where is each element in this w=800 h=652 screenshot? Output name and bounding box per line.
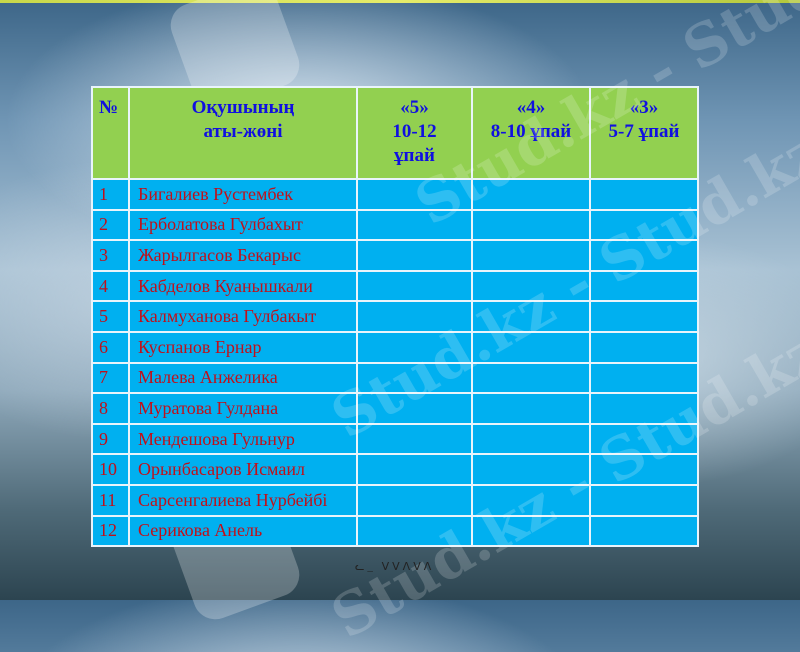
grade-3-cell bbox=[589, 269, 699, 303]
grade-5-cell bbox=[356, 208, 473, 242]
table-row: 5 Калмуханова Гулбакыт bbox=[91, 300, 699, 333]
grade-5-cell bbox=[356, 361, 473, 395]
student-name: Ерболатова Гулбахыт bbox=[128, 208, 358, 242]
student-name: Бигалиев Рустембек bbox=[128, 178, 358, 211]
grade-4-cell bbox=[471, 483, 591, 517]
grade-5-cell bbox=[356, 514, 473, 548]
grade-4-cell bbox=[471, 208, 591, 242]
row-number: 4 bbox=[91, 269, 130, 303]
grade-3-cell bbox=[589, 453, 699, 486]
header-student-name: Оқушының аты-жөні bbox=[128, 86, 358, 180]
student-name: Малева Анжелика bbox=[128, 361, 358, 395]
grade-5-cell bbox=[356, 239, 473, 272]
grade-5-cell bbox=[356, 300, 473, 333]
row-number: 8 bbox=[91, 392, 130, 425]
grade-5-cell bbox=[356, 178, 473, 211]
row-number: 7 bbox=[91, 361, 130, 395]
grade-3-cell bbox=[589, 422, 699, 456]
student-name: Калмуханова Гулбакыт bbox=[128, 300, 358, 333]
grade-4-cell bbox=[471, 269, 591, 303]
student-name: Кабделов Куанышкали bbox=[128, 269, 358, 303]
header-row: № Оқушының аты-жөні «5» 10-12 ұпай «4» 8… bbox=[91, 86, 699, 180]
grade-4-cell bbox=[471, 422, 591, 456]
grade-5-cell bbox=[356, 269, 473, 303]
student-name: Сарсенгалиева Нурбейбі bbox=[128, 483, 358, 517]
grade-4-cell bbox=[471, 239, 591, 272]
table-row: 1 Бигалиев Рустембек bbox=[91, 178, 699, 211]
student-name: Муратова Гулдана bbox=[128, 392, 358, 425]
table-row: 7 Малева Анжелика bbox=[91, 361, 699, 395]
grade-3-cell bbox=[589, 483, 699, 517]
table-row: 2 Ерболатова Гулбахыт bbox=[91, 208, 699, 242]
grade-5-cell bbox=[356, 330, 473, 364]
table-row: 11 Сарсенгалиева Нурбейбі bbox=[91, 483, 699, 517]
grade-3-cell bbox=[589, 361, 699, 395]
table-row: 8 Муратова Гулдана bbox=[91, 392, 699, 425]
table-row: 4 Кабделов Куанышкали bbox=[91, 269, 699, 303]
row-number: 2 bbox=[91, 208, 130, 242]
table-row: 10 Орынбасаров Исмаил bbox=[91, 453, 699, 486]
header-grade-4: «4» 8-10 ұпай bbox=[471, 86, 591, 180]
grade-3-cell bbox=[589, 330, 699, 364]
grade-5-cell bbox=[356, 453, 473, 486]
row-number: 9 bbox=[91, 422, 130, 456]
row-number: 11 bbox=[91, 483, 130, 517]
decorative-scribble: ᓚ_ ᐯᐯᐱᐯᐱ bbox=[355, 561, 435, 573]
grade-5-cell bbox=[356, 392, 473, 425]
grade-3-cell bbox=[589, 300, 699, 333]
row-number: 10 bbox=[91, 453, 130, 486]
grade-3-cell bbox=[589, 178, 699, 211]
row-number: 1 bbox=[91, 178, 130, 211]
grade-4-cell bbox=[471, 330, 591, 364]
student-name: Мендешова Гульнур bbox=[128, 422, 358, 456]
grade-4-cell bbox=[471, 453, 591, 486]
grade-4-cell bbox=[471, 514, 591, 548]
grade-3-cell bbox=[589, 239, 699, 272]
student-name: Куспанов Ернар bbox=[128, 330, 358, 364]
student-name: Серикова Анель bbox=[128, 514, 358, 548]
header-grade-5: «5» 10-12 ұпай bbox=[356, 86, 473, 180]
grade-3-cell bbox=[589, 514, 699, 548]
row-number: 6 bbox=[91, 330, 130, 364]
table-row: 6 Куспанов Ернар bbox=[91, 330, 699, 364]
grade-4-cell bbox=[471, 361, 591, 395]
row-number: 5 bbox=[91, 300, 130, 333]
grade-3-cell bbox=[589, 392, 699, 425]
grade-4-cell bbox=[471, 300, 591, 333]
student-name: Жарылгасов Бекарыс bbox=[128, 239, 358, 272]
header-grade-3: «3» 5-7 ұпай bbox=[589, 86, 699, 180]
students-table: № Оқушының аты-жөні «5» 10-12 ұпай «4» 8… bbox=[91, 86, 699, 548]
table-row: 9 Мендешова Гульнур bbox=[91, 422, 699, 456]
student-name: Орынбасаров Исмаил bbox=[128, 453, 358, 486]
grade-4-cell bbox=[471, 178, 591, 211]
table-row: 12 Серикова Анель bbox=[91, 514, 699, 548]
grade-5-cell bbox=[356, 483, 473, 517]
grade-4-cell bbox=[471, 392, 591, 425]
grade-5-cell bbox=[356, 422, 473, 456]
grade-3-cell bbox=[589, 208, 699, 242]
top-accent-bar bbox=[0, 0, 800, 3]
row-number: 3 bbox=[91, 239, 130, 272]
table-row: 3 Жарылгасов Бекарыс bbox=[91, 239, 699, 272]
row-number: 12 bbox=[91, 514, 130, 548]
header-number: № bbox=[91, 86, 130, 180]
